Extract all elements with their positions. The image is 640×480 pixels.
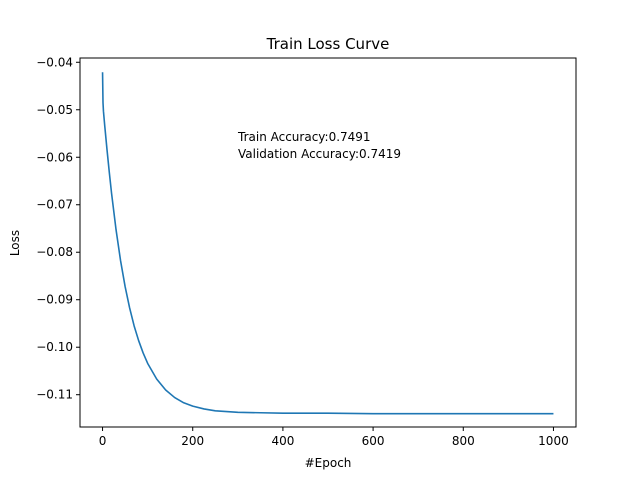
y-tick-label: −0.11 [36,388,73,402]
x-tick-label: 1000 [538,434,569,448]
y-tick-label: −0.09 [36,293,73,307]
y-tick-label: −0.06 [36,150,73,164]
y-tick-label: −0.10 [36,340,73,354]
train-accuracy-annotation: Train Accuracy:0.7491 [237,130,371,144]
y-tick-label: −0.08 [36,245,73,259]
y-axis: −0.04 −0.05 −0.06 −0.07 −0.08 −0.09 −0.10 −0.11 [36,55,80,402]
y-tick-label: −0.07 [36,198,73,212]
x-tick-label: 400 [271,434,294,448]
x-tick-label: 200 [181,434,204,448]
y-tick-label: −0.04 [36,55,73,69]
y-tick-label: −0.05 [36,103,73,117]
x-axis-label: #Epoch [305,456,352,470]
plot-area [101,72,554,415]
validation-accuracy-annotation: Validation Accuracy:0.7419 [238,147,401,161]
y-axis-label: Loss [8,230,22,256]
x-tick-label: 800 [452,434,475,448]
x-tick-label: 0 [99,434,107,448]
x-axis: 0 200 400 600 800 1000 [99,427,569,448]
axes-frame [79,57,577,428]
x-tick-label: 600 [362,434,385,448]
loss-series-line [101,72,554,415]
chart-title: Train Loss Curve [266,35,390,53]
